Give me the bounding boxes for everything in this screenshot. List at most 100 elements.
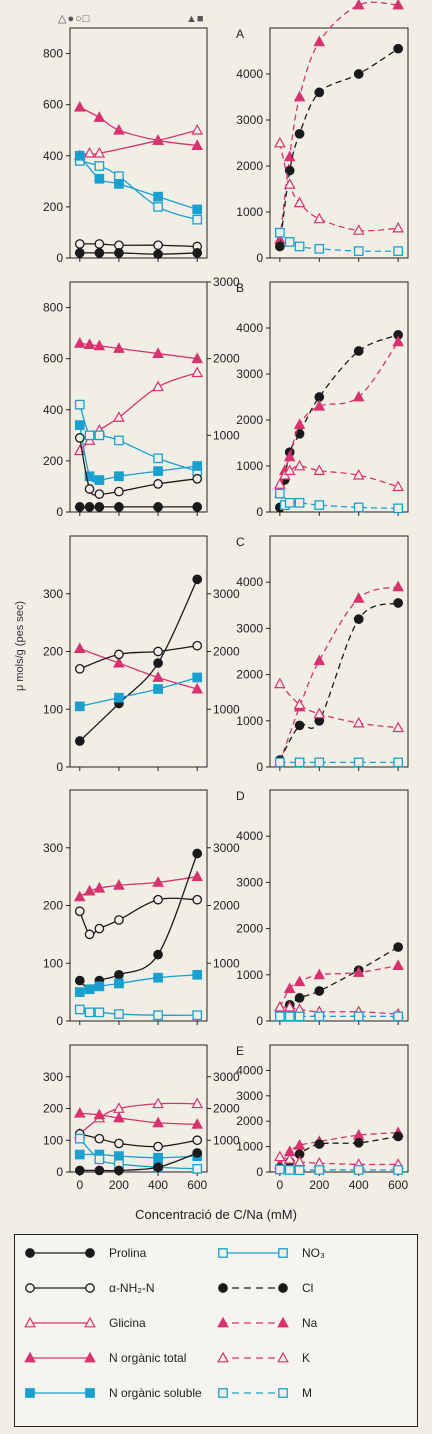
data-point [74,150,85,161]
data-point [283,178,296,189]
data-point [94,1154,105,1165]
data-point [84,1351,96,1363]
y-tick-label: 2000 [236,1114,263,1128]
data-point [277,1316,289,1328]
y-tick-label: 1000 [236,968,263,982]
data-point [314,1011,325,1022]
data-point [293,196,306,208]
plot-frame [269,281,409,513]
data-point [191,352,204,364]
data-point [24,1351,36,1363]
data-point [294,720,305,731]
data-point [314,1165,325,1175]
data-point [73,642,86,654]
data-point [191,1118,204,1129]
data-point [353,1137,364,1148]
series-line [79,579,198,742]
data-point [113,411,125,422]
data-point [192,894,203,905]
y-tick-label: 4000 [236,67,263,81]
y-tick-label: 4000 [236,1063,263,1077]
panel-label: B [236,281,244,295]
data-point [393,246,403,256]
data-point [353,614,364,625]
series-line [279,586,399,763]
data-point [275,488,285,499]
data-point [152,1116,164,1128]
y-tick-label: 600 [43,98,63,112]
data-point [314,757,325,768]
y-tick-label: 1000 [236,714,263,728]
data-point [114,502,124,512]
data-point [153,202,163,212]
y2-tick-label: 2000 [213,645,240,659]
data-point [278,1388,288,1398]
data-point [275,757,285,768]
data-point [94,981,105,992]
chart-panel-C-right: 0 1000 2000 3000 4000 C [236,535,409,774]
data-point [74,1004,85,1015]
data-point [191,1097,204,1109]
chart-panel-A-left: 0 200 400 600 800 [43,27,208,265]
chart-figure: 020040060080001000200030004000A020040060… [43,0,409,1192]
panel-label: A [236,27,244,41]
data-point [283,450,296,462]
y-tick-label: 3000 [236,113,263,127]
data-point [352,716,365,728]
data-point [353,1011,364,1022]
data-point [25,1283,35,1293]
data-point [192,502,203,512]
data-point [153,1162,163,1173]
data-point [114,1138,124,1149]
data-point [94,173,105,184]
data-point [393,43,403,54]
y-tick-label: 1000 [236,205,263,219]
series-line [279,602,399,761]
legend-label: α-NH₂-N [109,1281,155,1295]
y-tick-label: 0 [256,1014,263,1028]
data-point [294,128,305,139]
data-point [153,502,163,512]
data-point [84,1007,95,1018]
y2-tick-label: 3000 [213,587,240,601]
y-tick-label: 0 [256,505,263,519]
data-point [314,986,325,996]
data-point [392,480,404,492]
panel-label: D [236,789,245,803]
y2-tick-label: 3000 [213,841,240,855]
data-point [274,1150,286,1162]
legend-label: Na [302,1316,318,1330]
series-line [79,648,198,690]
data-point [218,1283,228,1293]
y-tick-label: 0 [256,251,263,265]
data-point [114,1151,124,1161]
data-point [393,1011,403,1022]
y-tick-label: 100 [43,702,63,716]
data-point [74,906,85,917]
chart-panel-C-left: 0 100 200 300 1000 2000 3000 [43,535,240,774]
data-point [393,1131,403,1142]
data-point [94,923,105,934]
data-point [153,894,163,905]
data-point [73,100,86,112]
data-point [393,598,403,608]
data-point [393,503,403,514]
data-point [192,574,203,585]
y-tick-label: 0 [56,505,63,519]
data-point [114,486,124,497]
series-line [79,437,198,496]
data-point [192,969,203,980]
data-point [114,692,124,703]
data-point [192,461,203,471]
y-tick-label: 3000 [236,1089,263,1103]
data-point [192,848,203,859]
data-point [94,248,105,258]
data-point [313,212,326,224]
data-point [73,1107,86,1118]
panel-label: E [236,1044,244,1058]
data-point [283,464,296,475]
plot-frame [269,535,409,768]
data-point [73,337,86,348]
data-point [74,502,85,512]
data-point [153,1152,163,1163]
